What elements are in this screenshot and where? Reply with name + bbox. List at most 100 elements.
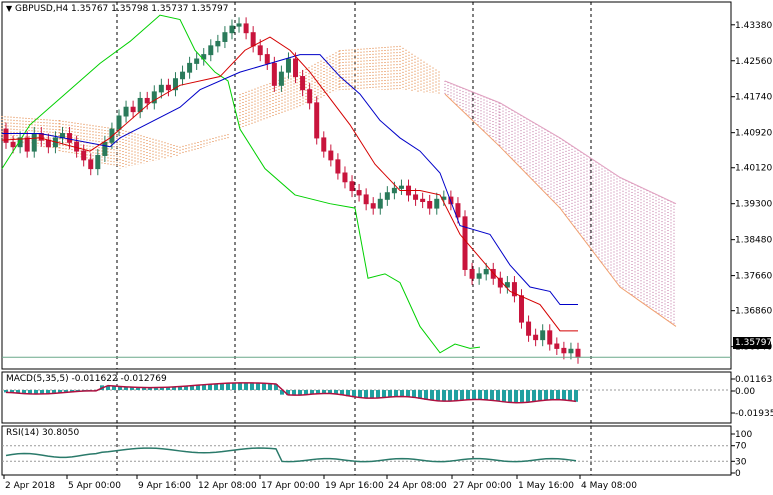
price-axis-label: 1.40920 — [735, 129, 772, 139]
macd-bar — [340, 390, 344, 396]
time-axis-label: 12 Apr 08:00 — [198, 481, 257, 491]
macd-bar — [394, 390, 398, 397]
time-axis-label: 24 Apr 08:00 — [388, 481, 447, 491]
macd-bar — [178, 386, 182, 390]
macd-bar — [274, 384, 278, 390]
candle-body — [455, 203, 461, 218]
macd-bar — [418, 390, 422, 399]
candle-body — [67, 133, 73, 143]
main-pane-frame — [1, 1, 732, 370]
macd-bar — [160, 387, 164, 390]
macd-bar — [334, 390, 338, 395]
macd-bar — [400, 390, 404, 397]
macd-bar — [154, 387, 158, 390]
candle-body — [349, 181, 355, 192]
macd-bar — [316, 390, 320, 394]
macd-bar — [370, 390, 374, 399]
candle-body — [222, 32, 228, 42]
macd-bar — [478, 390, 482, 400]
candle-body — [377, 198, 383, 209]
macd-bar — [232, 382, 236, 390]
macd-bar — [202, 384, 206, 390]
macd-bar — [382, 390, 386, 398]
macd-bar — [454, 390, 458, 401]
macd-bar — [34, 390, 38, 394]
macd-bar — [376, 390, 380, 398]
candle-body — [278, 71, 284, 86]
macd-bar — [508, 390, 512, 403]
rsi-axis-label: 70 — [735, 442, 747, 452]
macd-bar — [70, 390, 74, 392]
macd-bar — [430, 390, 434, 401]
candle-body — [31, 133, 37, 152]
macd-bar — [238, 382, 242, 390]
macd-bar — [538, 390, 542, 401]
candle-body — [95, 154, 101, 170]
price-axis-label: 1.42560 — [735, 57, 772, 67]
macd-bar — [346, 390, 350, 397]
rsi-axis-label: 30 — [735, 457, 747, 467]
time-axis-label: 5 Apr 00:00 — [68, 481, 121, 491]
macd-bar — [226, 383, 230, 390]
time-axis-label: 4 May 08:00 — [581, 481, 637, 491]
candle-body — [180, 71, 186, 80]
macd-bar — [112, 386, 116, 390]
candle-body — [476, 273, 482, 279]
candle-body — [398, 185, 404, 189]
macd-bar — [292, 390, 296, 396]
macd-bar — [562, 390, 566, 401]
candle-body — [271, 62, 277, 86]
candle-body — [116, 115, 122, 130]
macd-bar — [262, 383, 266, 390]
price-axis-label: 1.43380 — [735, 21, 772, 31]
macd-bar — [166, 387, 170, 390]
macd-bar — [442, 390, 446, 402]
macd-axis-label: 0.011633 — [735, 375, 773, 385]
chart-header: ▼ GBPUSD,H4 1.35767 1.35798 1.35737 1.35… — [6, 4, 229, 14]
candle-body — [314, 102, 320, 139]
macd-bar — [118, 386, 122, 390]
candle-body — [201, 54, 207, 60]
candle-body — [483, 268, 489, 275]
macd-bar — [244, 382, 248, 390]
time-axis-label: 17 Apr 00:00 — [261, 481, 320, 491]
macd-bar — [406, 390, 410, 397]
candle-body — [434, 198, 440, 209]
kijun-sen-line — [2, 54, 578, 306]
current-price-label: 1.35797 — [733, 337, 773, 349]
macd-bar — [256, 383, 260, 390]
macd-bar — [574, 390, 578, 402]
price-axis-label: 1.39300 — [735, 200, 772, 210]
macd-bar — [64, 390, 68, 393]
candle-body — [342, 172, 348, 183]
rsi-header: RSI(14) 30.8050 — [6, 428, 80, 438]
macd-bar — [388, 390, 392, 397]
candle-body — [194, 58, 200, 64]
macd-bar — [490, 390, 494, 401]
macd-axis-label: -0.01935 — [735, 409, 773, 419]
macd-bar — [4, 390, 8, 393]
ichimoku-cloud-pink — [444, 80, 675, 326]
macd-histogram — [4, 382, 578, 403]
macd-bar — [298, 390, 302, 395]
collapse-triangle-icon[interactable]: ▼ — [6, 4, 13, 13]
candle-body — [236, 23, 242, 27]
candle-body — [130, 106, 136, 113]
candle-body — [504, 282, 510, 288]
candle-body — [123, 106, 129, 117]
candle-body — [554, 343, 560, 349]
candle-body — [427, 201, 433, 209]
candle-body — [102, 141, 108, 156]
macd-bar — [106, 385, 110, 390]
price-axis-label: 1.40120 — [735, 164, 772, 174]
macd-bar — [550, 390, 554, 400]
candle-body — [391, 187, 397, 194]
candle-body — [17, 137, 23, 148]
candle-body — [335, 159, 341, 174]
macd-bar — [280, 390, 284, 395]
candle-body — [45, 139, 51, 148]
macd-bar — [502, 390, 506, 403]
candle-body — [208, 45, 214, 56]
candle-body — [293, 58, 299, 78]
